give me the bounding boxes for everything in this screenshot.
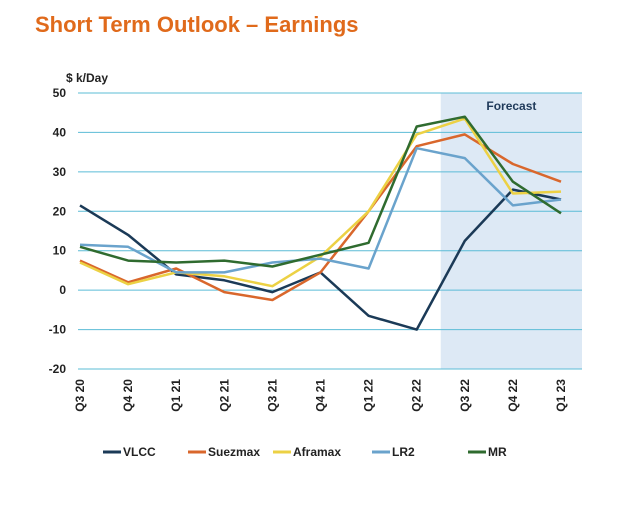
x-tick-label: Q1 22 — [362, 379, 376, 412]
forecast-label: Forecast — [486, 99, 536, 113]
chart-title: Short Term Outlook – Earnings — [35, 12, 359, 37]
y-tick-label: 20 — [53, 204, 67, 218]
legend: VLCC Suezmax Aframax LR2 MR — [103, 445, 507, 459]
forecast-shade — [440, 93, 582, 369]
x-tick-label: Q4 22 — [506, 379, 520, 412]
x-tick-label: Q2 21 — [217, 379, 231, 412]
y-tick-label: 50 — [53, 86, 67, 100]
series-line-aframax — [79, 117, 562, 288]
legend-label-mr: MR — [488, 445, 507, 459]
series-line-lr2 — [79, 146, 562, 274]
y-tick-label: 10 — [53, 244, 67, 258]
legend-label-vlcc: VLCC — [123, 445, 156, 459]
y-tick-label: 40 — [53, 125, 67, 139]
legend-label-aframax: Aframax — [293, 445, 341, 459]
x-tick-label: Q1 23 — [554, 379, 568, 412]
forecast-region — [440, 93, 582, 369]
x-tick-label: Q1 21 — [169, 379, 183, 412]
x-tick-label: Q4 20 — [121, 379, 135, 412]
x-tick-label: Q4 21 — [314, 379, 328, 412]
y-axis-ticks: -20 -10 0 10 20 30 40 50 — [49, 86, 67, 376]
x-tick-label: Q3 21 — [265, 379, 279, 412]
gridlines — [78, 92, 582, 370]
series-lines — [79, 115, 562, 331]
legend-label-lr2: LR2 — [392, 445, 415, 459]
x-axis-ticks: Q3 20 Q4 20 Q1 21 Q2 21 Q3 21 Q4 21 Q1 22 Q2 22… — [73, 379, 568, 412]
y-tick-label: 0 — [59, 283, 66, 297]
y-tick-label: -10 — [49, 323, 67, 337]
legend-label-suezmax: Suezmax — [208, 445, 260, 459]
x-tick-label: Q2 22 — [410, 379, 424, 412]
x-tick-label: Q3 20 — [73, 379, 87, 412]
series-line-mr — [79, 115, 562, 268]
y-axis-label: $ k/Day — [66, 71, 108, 85]
y-tick-label: 30 — [53, 165, 67, 179]
y-tick-label: -20 — [49, 362, 67, 376]
x-tick-label: Q3 22 — [458, 379, 472, 412]
